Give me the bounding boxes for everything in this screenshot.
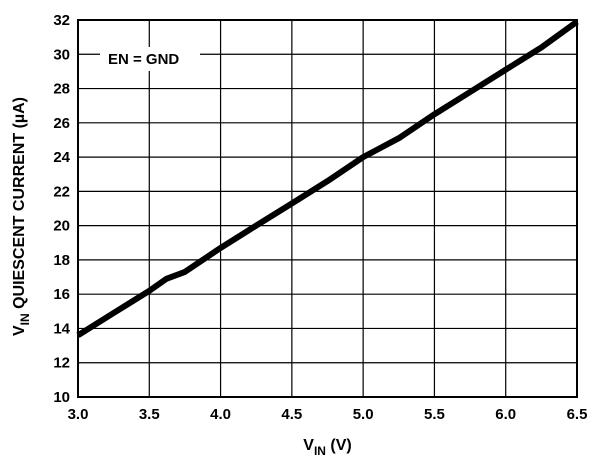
grid (77, 19, 578, 398)
annotation-box: EN = GND (100, 47, 200, 71)
y-tick-label: 12 (53, 355, 70, 372)
x-tick-label: 5.5 (424, 406, 445, 423)
y-tick-label: 26 (53, 115, 70, 132)
x-tick-label: 4.5 (281, 406, 302, 423)
x-tick-label: 3.5 (139, 406, 160, 423)
x-tick-labels: 3.0 3.5 4.0 4.5 5.0 5.5 6.0 6.5 (68, 406, 588, 423)
y-tick-label: 28 (53, 81, 70, 98)
x-axis-title: VIN (V) (303, 437, 351, 458)
x-tick-label: 6.5 (567, 406, 588, 423)
series-group (76, 19, 579, 338)
y-tick-label: 22 (53, 183, 70, 200)
x-tick-label: 3.0 (68, 406, 89, 423)
annotation-text: EN = GND (108, 51, 179, 68)
y-tick-label: 16 (53, 286, 70, 303)
y-tick-label: 30 (53, 46, 70, 63)
y-tick-label: 32 (53, 12, 70, 29)
y-tick-label: 20 (53, 218, 70, 235)
plot-frame (77, 19, 578, 398)
y-tick-label: 18 (53, 252, 70, 269)
series-line (76, 19, 579, 338)
y-tick-label: 10 (53, 389, 70, 406)
y-tick-label: 24 (53, 149, 70, 166)
x-tick-label: 4.0 (210, 406, 231, 423)
y-tick-label: 14 (53, 320, 70, 337)
y-tick-labels: 10 12 14 16 18 20 22 24 26 28 30 32 (53, 12, 70, 406)
y-axis-title: VIN QUIESCENT CURRENT (µA) (11, 97, 32, 336)
annotation-background (100, 47, 200, 71)
x-tick-label: 5.0 (353, 406, 374, 423)
x-tick-label: 6.0 (495, 406, 516, 423)
